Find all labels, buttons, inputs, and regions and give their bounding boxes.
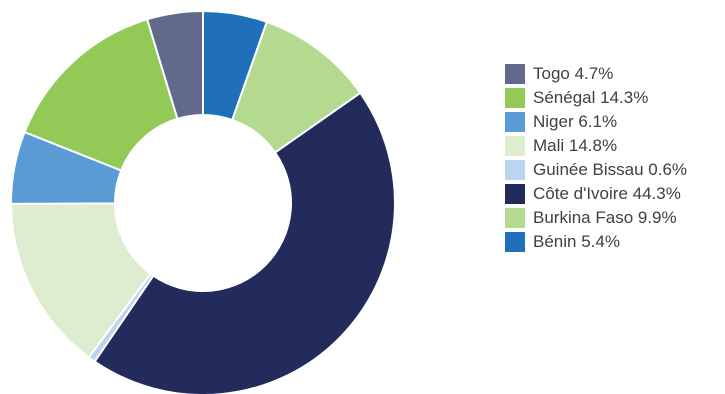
legend-swatch <box>505 136 525 156</box>
legend-label: Togo 4.7% <box>533 64 614 83</box>
legend-swatch <box>505 232 525 252</box>
legend-swatch <box>505 184 525 204</box>
chart-legend: Togo 4.7% Sénégal 14.3% Niger 6.1% Mali 14.… <box>505 62 687 254</box>
donut-slices <box>9 9 396 394</box>
legend-label: Mali 14.8% <box>533 136 618 155</box>
legend-item-mali: Mali 14.8% <box>505 134 687 158</box>
legend-swatch <box>505 160 525 180</box>
legend-item-burkina-faso: Burkina Faso 9.9% <box>505 206 687 230</box>
legend-item-guinee-bissau: Guinée Bissau 0.6% <box>505 158 687 182</box>
legend-label: Sénégal 14.3% <box>533 88 649 107</box>
slice-cote-d-ivoire <box>93 91 396 394</box>
legend-swatch <box>505 112 525 132</box>
legend-swatch <box>505 208 525 228</box>
legend-item-niger: Niger 6.1% <box>505 110 687 134</box>
legend-swatch <box>505 88 525 108</box>
slice-togo <box>145 9 204 121</box>
legend-label: Bénin 5.4% <box>533 232 620 251</box>
legend-item-togo: Togo 4.7% <box>505 62 687 86</box>
legend-label: Burkina Faso 9.9% <box>533 208 677 227</box>
legend-label: Guinée Bissau 0.6% <box>533 160 688 179</box>
legend-item-senegal: Sénégal 14.3% <box>505 86 687 110</box>
legend-swatch <box>505 64 525 84</box>
legend-item-cote-d-ivoire: Côte d'Ivoire 44.3% <box>505 182 687 206</box>
legend-label: Côte d'Ivoire 44.3% <box>533 184 681 203</box>
slice-mali <box>9 202 153 359</box>
legend-label: Niger 6.1% <box>533 112 618 131</box>
legend-item-benin: Bénin 5.4% <box>505 230 687 254</box>
